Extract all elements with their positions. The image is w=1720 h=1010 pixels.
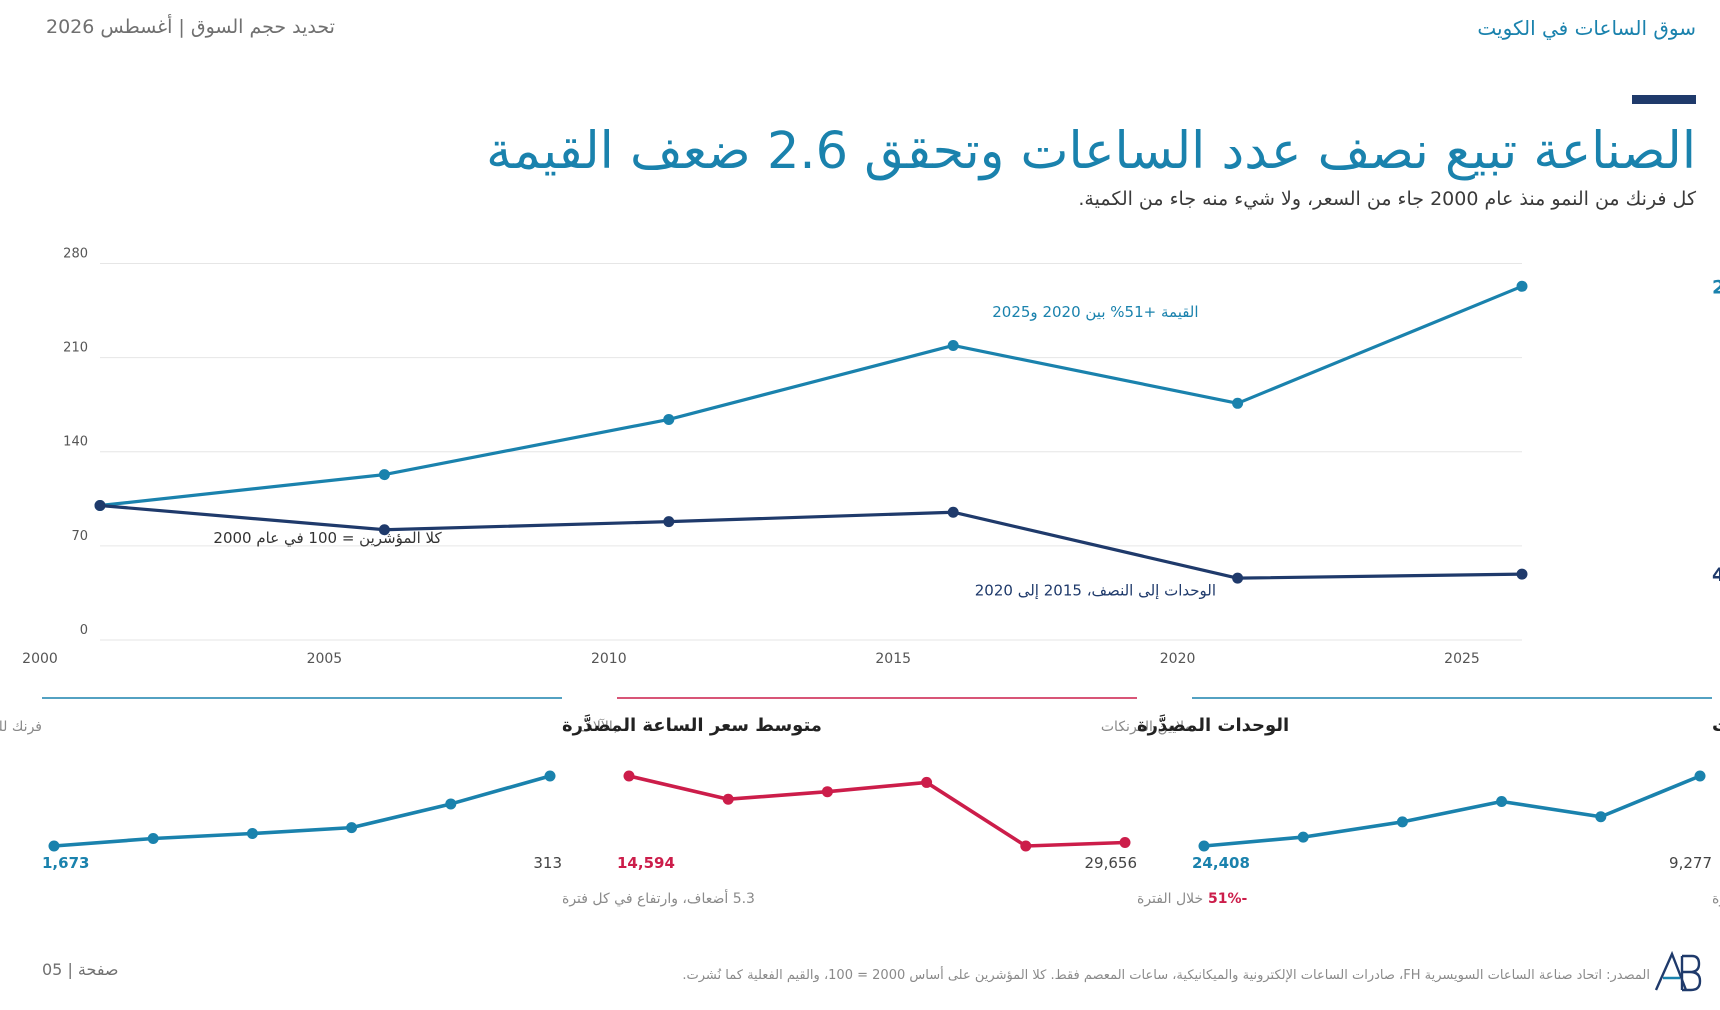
panel-note-text: خلال الفترة — [1712, 891, 1720, 907]
data-point — [663, 413, 675, 425]
data-point — [1516, 280, 1528, 292]
panel-start-value: 313 — [533, 854, 562, 872]
annotation: القيمة +51% بين 2020 و2025 — [992, 303, 1198, 321]
panel-line — [628, 774, 1126, 848]
panel-point — [1496, 795, 1508, 807]
panel-point — [1119, 836, 1131, 848]
panel-point — [1297, 831, 1309, 843]
panel-end-value: 1,673 — [42, 854, 89, 872]
panel-title: متوسط سعر الساعة المصدَّرة — [562, 714, 822, 736]
panel-end-value: 24,408 — [1192, 854, 1250, 872]
annotation: كلا المؤشرين = 100 في عام 2000 — [213, 529, 442, 548]
x-tick-label: 2015 — [875, 651, 911, 667]
panel-note-text: 5.3 أضعاف، وارتفاع في كل فترة — [562, 889, 755, 907]
series-end-label: الوحدات 49 — [1712, 564, 1720, 586]
x-tick-label: 2005 — [307, 651, 343, 667]
y-tick-label: 70 — [71, 529, 88, 544]
page-subtitle: كل فرنك من النمو منذ عام 2000 جاء من الس… — [1078, 188, 1696, 210]
page-number: صفحة | 05 — [42, 960, 119, 979]
panel-start-value: 9,277 — [1669, 854, 1712, 872]
series-line-value — [99, 284, 1523, 508]
page-title: الصناعة تبيع نصف عدد الساعات وتحقق 2.6 ض… — [486, 122, 1696, 181]
data-point — [947, 506, 959, 518]
y-tick-label: 210 — [63, 341, 88, 356]
y-tick-label: 140 — [63, 435, 88, 450]
series-line-units — [99, 503, 1523, 580]
data-point — [1232, 397, 1244, 409]
brand-logo — [1654, 950, 1702, 992]
accent-bar — [1632, 95, 1696, 104]
panel-point — [921, 776, 933, 788]
data-point — [663, 516, 675, 528]
panel-note-text: خلال الفترة — [1137, 891, 1203, 907]
panel-point — [445, 798, 457, 810]
panel-line — [53, 774, 551, 848]
panel-unit: بالآلاف — [578, 719, 617, 735]
panel-note: +163% خلال الفترة — [1712, 891, 1720, 907]
panel-note-value: -51% — [1203, 891, 1247, 907]
x-tick-label: 2025 — [1444, 651, 1480, 667]
panel-point — [1396, 816, 1408, 828]
report-title: سوق الساعات في الكويت — [1477, 16, 1696, 40]
panel-point — [147, 832, 159, 844]
panel-point — [1694, 770, 1706, 782]
data-point — [378, 469, 390, 481]
panel-note: -51% خلال الفترة — [1137, 891, 1248, 907]
series-end-label: القيمة 263 — [1712, 276, 1720, 298]
panel-note: 5.3 أضعاف، وارتفاع في كل فترة — [562, 889, 755, 907]
y-tick-label: 0 — [80, 623, 88, 638]
panel-end-value: 14,594 — [617, 854, 675, 872]
x-tick-label: 2010 — [591, 651, 627, 667]
data-point — [1232, 572, 1244, 584]
panel-point — [722, 793, 734, 805]
data-point — [378, 524, 390, 536]
x-tick-label: 2020 — [1160, 651, 1196, 667]
annotation: الوحدات إلى النصف، 2015 إلى 2020 — [975, 582, 1216, 600]
panel-point — [1595, 811, 1607, 823]
panel-title: قيمة الصادرات — [1712, 715, 1720, 736]
source-note: المصدر: اتحاد صناعة الساعات السويسرية FH… — [682, 968, 1650, 983]
panel-point — [821, 786, 833, 798]
panel-point — [246, 827, 258, 839]
panel-unit: فرنك للوحدة — [0, 719, 42, 735]
panel-point — [544, 770, 556, 782]
panel-unit: ملايين الفرنكات — [1101, 719, 1192, 735]
x-tick-label: 2000 — [22, 651, 58, 667]
panel-point — [48, 840, 60, 852]
data-point — [947, 339, 959, 351]
data-point — [1516, 568, 1528, 580]
report-date: تحديد حجم السوق | أغسطس 2026 — [46, 16, 335, 38]
data-point — [94, 500, 106, 512]
panel-line — [1203, 774, 1701, 848]
panel-point — [623, 770, 635, 782]
panel-point — [1198, 840, 1210, 852]
panel-title: الوحدات المصدَّرة — [1137, 714, 1289, 736]
panel-point — [346, 822, 358, 834]
panel-point — [1020, 840, 1032, 852]
panel-start-value: 29,656 — [1085, 854, 1138, 872]
y-tick-label: 280 — [63, 246, 88, 261]
